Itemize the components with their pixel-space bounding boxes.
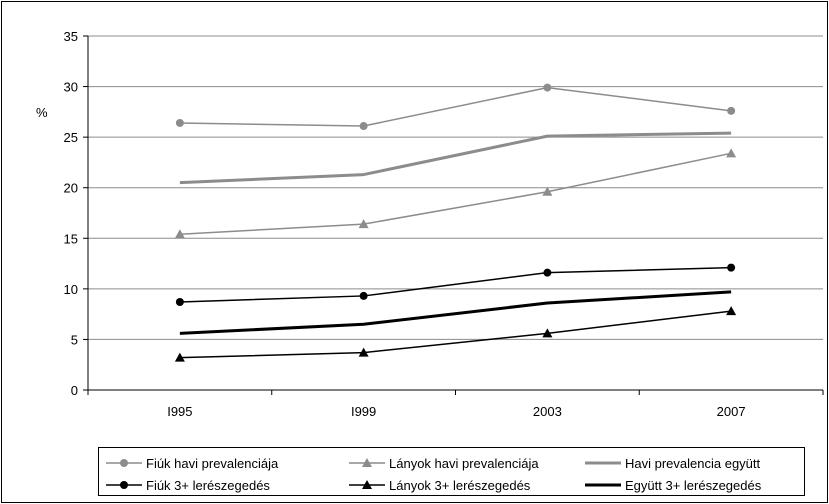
y-tick-label: 20 — [64, 181, 78, 196]
legend-swatch-marker — [120, 481, 128, 489]
legend-label: Lányok 3+ lerészegedés — [389, 478, 531, 493]
legend-label: Havi prevalencia együtt — [625, 456, 761, 471]
legend-swatch-marker — [120, 459, 128, 467]
data-point — [176, 119, 184, 127]
data-point — [360, 292, 368, 300]
legend: Fiúk havi prevalenciája Lányok havi preva… — [99, 448, 805, 496]
x-tick-label: 2007 — [717, 404, 746, 419]
legend-label: Együtt 3+ lerészegedés — [625, 478, 762, 493]
data-point — [727, 264, 735, 272]
y-tick-label: 15 — [64, 231, 78, 246]
x-tick-label: I995 — [167, 404, 192, 419]
x-tick-label: I999 — [351, 404, 376, 419]
data-point — [727, 107, 735, 115]
data-point — [176, 298, 184, 306]
y-tick-label: 5 — [71, 332, 78, 347]
y-tick-label: 10 — [64, 282, 78, 297]
x-tick-label: 2003 — [533, 404, 562, 419]
y-tick-label: 0 — [71, 383, 78, 398]
legend-label: Fiúk havi prevalenciája — [146, 456, 279, 471]
y-tick-label: 25 — [64, 130, 78, 145]
y-axis-label: % — [36, 105, 48, 120]
legend-label: Fiúk 3+ lerészegedés — [146, 478, 270, 493]
data-point — [543, 269, 551, 277]
y-tick-label: 35 — [64, 29, 78, 44]
data-point — [543, 84, 551, 92]
legend-label: Lányok havi prevalenciája — [389, 456, 539, 471]
y-tick-label: 30 — [64, 80, 78, 95]
data-point — [360, 122, 368, 130]
